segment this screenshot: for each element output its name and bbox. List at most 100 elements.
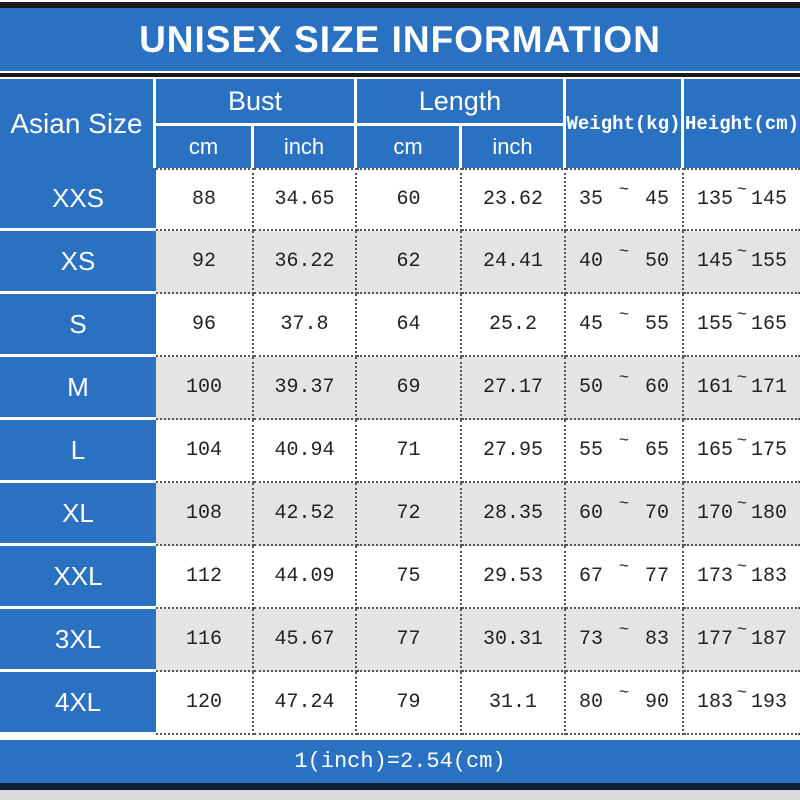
height-range-cell: 177 ~187 bbox=[684, 609, 800, 672]
weight-min: 50 bbox=[579, 376, 604, 399]
column-group-bust: Bust bbox=[156, 79, 357, 126]
height-min: 165 bbox=[697, 439, 734, 462]
size-label: M bbox=[0, 357, 156, 420]
length-cm-cell: 71 bbox=[357, 420, 462, 483]
tilde-separator: ~ bbox=[618, 495, 630, 514]
weight-max: 50 bbox=[644, 250, 669, 273]
bust-inch-cell: 47.24 bbox=[254, 672, 357, 735]
weight-range-cell: 67 ~77 bbox=[566, 546, 684, 609]
weight-range-cell: 40 ~50 bbox=[566, 231, 684, 294]
height-min: 177 bbox=[697, 628, 734, 651]
length-cm-cell: 62 bbox=[357, 231, 462, 294]
bust-cm-cell: 88 bbox=[156, 168, 254, 231]
column-group-length: Length bbox=[357, 79, 566, 126]
tilde-separator: ~ bbox=[736, 432, 748, 451]
bust-inch-cell: 37.8 bbox=[254, 294, 357, 357]
bust-cm-cell: 108 bbox=[156, 483, 254, 546]
weight-range-cell: 55 ~65 bbox=[566, 420, 684, 483]
length-inch-cell: 23.62 bbox=[462, 168, 566, 231]
weight-max: 45 bbox=[644, 188, 669, 211]
weight-min: 80 bbox=[579, 691, 604, 714]
height-max: 180 bbox=[750, 502, 787, 525]
subheader-bust-cm: cm bbox=[156, 126, 254, 168]
bust-inch-cell: 40.94 bbox=[254, 420, 357, 483]
tilde-separator: ~ bbox=[736, 306, 748, 325]
weight-range-cell: 35 ~45 bbox=[566, 168, 684, 231]
length-cm-cell: 64 bbox=[357, 294, 462, 357]
length-inch-cell: 31.1 bbox=[462, 672, 566, 735]
size-label: XS bbox=[0, 231, 156, 294]
weight-max: 55 bbox=[644, 313, 669, 336]
weight-max: 60 bbox=[644, 376, 669, 399]
height-max: 193 bbox=[750, 691, 787, 714]
bust-inch-cell: 36.22 bbox=[254, 231, 357, 294]
tilde-separator: ~ bbox=[736, 558, 748, 577]
weight-range-cell: 45 ~55 bbox=[566, 294, 684, 357]
bust-cm-cell: 96 bbox=[156, 294, 254, 357]
length-cm-cell: 69 bbox=[357, 357, 462, 420]
bottom-navy-bar bbox=[0, 783, 800, 790]
tilde-separator: ~ bbox=[736, 684, 748, 703]
tilde-separator: ~ bbox=[618, 621, 630, 640]
bust-inch-cell: 39.37 bbox=[254, 357, 357, 420]
length-cm-cell: 77 bbox=[357, 609, 462, 672]
bust-cm-cell: 100 bbox=[156, 357, 254, 420]
height-min: 183 bbox=[697, 691, 734, 714]
height-max: 165 bbox=[750, 313, 787, 336]
weight-min: 45 bbox=[579, 313, 604, 336]
height-max: 155 bbox=[750, 250, 787, 273]
length-cm-cell: 72 bbox=[357, 483, 462, 546]
pre-footer-gap bbox=[0, 735, 800, 740]
tilde-separator: ~ bbox=[618, 684, 630, 703]
height-range-cell: 155 ~165 bbox=[684, 294, 800, 357]
size-label: XL bbox=[0, 483, 156, 546]
length-inch-cell: 27.17 bbox=[462, 357, 566, 420]
weight-range-cell: 73 ~83 bbox=[566, 609, 684, 672]
subheader-length-cm: cm bbox=[357, 126, 462, 168]
height-min: 135 bbox=[697, 188, 734, 211]
bust-cm-cell: 112 bbox=[156, 546, 254, 609]
weight-min: 73 bbox=[579, 628, 604, 651]
tilde-separator: ~ bbox=[618, 558, 630, 577]
subheader-bust-inch: inch bbox=[254, 126, 357, 168]
weight-max: 77 bbox=[644, 565, 669, 588]
weight-min: 40 bbox=[579, 250, 604, 273]
height-range-cell: 135 ~145 bbox=[684, 168, 800, 231]
height-range-cell: 165 ~175 bbox=[684, 420, 800, 483]
bust-inch-cell: 44.09 bbox=[254, 546, 357, 609]
bust-cm-cell: 92 bbox=[156, 231, 254, 294]
page-title: UNISEX SIZE INFORMATION bbox=[0, 8, 800, 71]
size-label: 3XL bbox=[0, 609, 156, 672]
height-range-cell: 161 ~171 bbox=[684, 357, 800, 420]
weight-max: 65 bbox=[644, 439, 669, 462]
weight-max: 83 bbox=[644, 628, 669, 651]
size-label: L bbox=[0, 420, 156, 483]
conversion-note: 1(inch)=2.54(cm) bbox=[0, 740, 800, 783]
length-inch-cell: 28.35 bbox=[462, 483, 566, 546]
bust-cm-cell: 116 bbox=[156, 609, 254, 672]
tilde-separator: ~ bbox=[736, 495, 748, 514]
length-cm-cell: 79 bbox=[357, 672, 462, 735]
height-range-cell: 145 ~155 bbox=[684, 231, 800, 294]
weight-range-cell: 60 ~70 bbox=[566, 483, 684, 546]
bust-inch-cell: 42.52 bbox=[254, 483, 357, 546]
bust-cm-cell: 120 bbox=[156, 672, 254, 735]
height-min: 173 bbox=[697, 565, 734, 588]
height-min: 161 bbox=[697, 376, 734, 399]
tilde-separator: ~ bbox=[618, 181, 630, 200]
size-table: Asian Size Bust Length cm inch cm inch W… bbox=[0, 79, 800, 735]
bust-inch-cell: 45.67 bbox=[254, 609, 357, 672]
size-label: XXL bbox=[0, 546, 156, 609]
height-max: 187 bbox=[750, 628, 787, 651]
height-min: 170 bbox=[697, 502, 734, 525]
subheader-length-inch: inch bbox=[462, 126, 566, 168]
title-separator bbox=[0, 71, 800, 79]
bust-cm-cell: 104 bbox=[156, 420, 254, 483]
height-max: 175 bbox=[750, 439, 787, 462]
height-max: 145 bbox=[750, 188, 787, 211]
weight-max: 90 bbox=[644, 691, 669, 714]
length-inch-cell: 29.53 bbox=[462, 546, 566, 609]
weight-min: 67 bbox=[579, 565, 604, 588]
tilde-separator: ~ bbox=[618, 369, 630, 388]
